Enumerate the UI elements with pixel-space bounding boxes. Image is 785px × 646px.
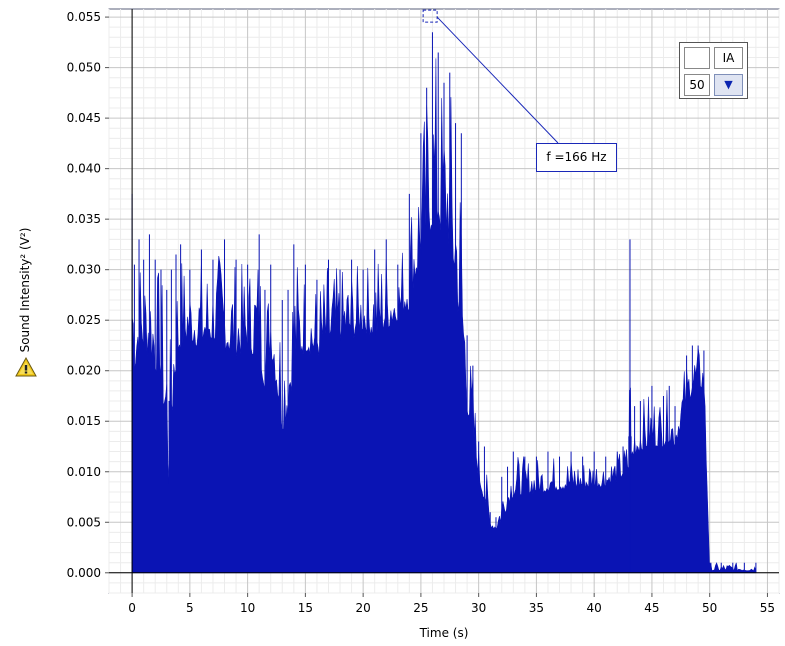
x-axis-title: Time (s): [419, 626, 469, 640]
legend-value[interactable]: 50: [684, 74, 710, 96]
x-tick-label: 50: [702, 601, 717, 615]
y-tick-label: 0.025: [67, 313, 101, 327]
y-tick-label: 0.010: [67, 465, 101, 479]
x-tick-label: 15: [298, 601, 313, 615]
chevron-down-icon[interactable]: ▼: [714, 74, 743, 96]
y-tick-label: 0.045: [67, 111, 101, 125]
y-tick-label: 0.020: [67, 364, 101, 378]
y-tick-labels: 0.000 0.005 0.010 0.015 0.020 0.025 0.030 0.035…: [67, 10, 109, 580]
x-tick-labels: 0 5 10 15 20 25 30 35 40 45 50 55: [128, 593, 775, 615]
x-tick-label: 45: [644, 601, 659, 615]
legend-swatch[interactable]: [684, 47, 710, 69]
x-tick-label: 10: [240, 601, 255, 615]
legend-label: IA: [714, 47, 743, 69]
annotation-marker[interactable]: [422, 9, 438, 23]
x-tick-label: 25: [413, 601, 428, 615]
y-tick-label: 0.000: [67, 566, 101, 580]
y-tick-label: 0.015: [67, 414, 101, 428]
warning-icon[interactable]: [15, 357, 37, 377]
y-tick-label: 0.030: [67, 263, 101, 277]
x-tick-label: 55: [760, 601, 775, 615]
x-tick-label: 5: [186, 601, 194, 615]
legend: IA 50 ▼: [679, 42, 748, 99]
y-tick-label: 0.040: [67, 162, 101, 176]
x-tick-label: 35: [529, 601, 544, 615]
y-tick-label: 0.055: [67, 10, 101, 24]
frequency-annotation[interactable]: f =166 Hz: [536, 143, 617, 172]
y-tick-label: 0.050: [67, 61, 101, 75]
y-axis-title: Sound Intensity² (V²): [18, 228, 32, 353]
x-tick-label: 30: [471, 601, 486, 615]
y-tick-label: 0.005: [67, 515, 101, 529]
x-tick-label: 40: [587, 601, 602, 615]
annotation-leader-line: [436, 16, 559, 144]
y-tick-label: 0.035: [67, 212, 101, 226]
x-tick-label: 0: [128, 601, 136, 615]
x-tick-label: 20: [355, 601, 370, 615]
